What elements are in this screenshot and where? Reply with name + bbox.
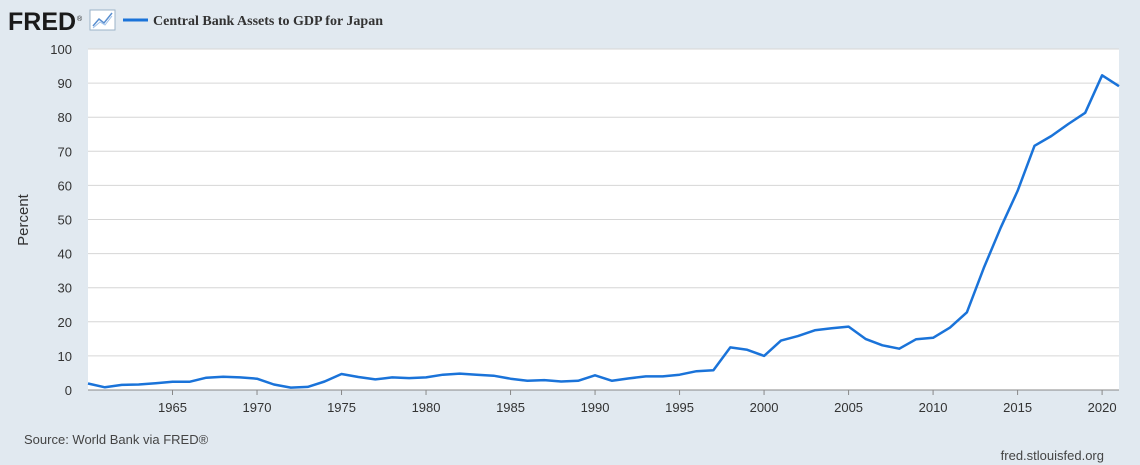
data-point[interactable] [203, 375, 209, 381]
data-point[interactable] [406, 375, 412, 381]
data-point[interactable] [524, 378, 530, 384]
data-point[interactable] [643, 373, 649, 379]
data-point[interactable] [1015, 188, 1021, 194]
data-point[interactable] [474, 372, 480, 378]
y-tick-label: 0 [65, 383, 72, 398]
x-tick-label: 2010 [919, 400, 948, 415]
x-tick-label: 1985 [496, 400, 525, 415]
data-point[interactable] [879, 342, 885, 348]
fred-logo[interactable]: FRED ® [8, 8, 116, 36]
legend-label: Central Bank Assets to GDP for Japan [153, 14, 383, 29]
data-point[interactable] [305, 384, 311, 390]
fred-graph-icon [89, 9, 116, 31]
data-point[interactable] [491, 373, 497, 379]
data-point[interactable] [153, 380, 159, 386]
y-tick-label: 100 [50, 42, 72, 57]
data-point[interactable] [778, 338, 784, 344]
y-tick-label: 40 [58, 247, 72, 262]
data-point[interactable] [119, 382, 125, 388]
data-point[interactable] [1048, 133, 1054, 139]
x-tick-label: 1995 [665, 400, 694, 415]
data-point[interactable] [693, 368, 699, 374]
data-point[interactable] [322, 378, 328, 384]
data-point[interactable] [998, 225, 1004, 231]
data-point[interactable] [592, 372, 598, 378]
x-tick-label: 1990 [581, 400, 610, 415]
y-axis-title: Percent [15, 193, 32, 246]
x-tick-label: 2015 [1003, 400, 1032, 415]
data-point[interactable] [1099, 72, 1105, 78]
data-point[interactable] [846, 324, 852, 330]
x-tick-label: 1975 [327, 400, 356, 415]
data-point[interactable] [626, 375, 632, 381]
fred-logo-text: FRED [8, 8, 76, 36]
data-point[interactable] [660, 373, 666, 379]
site-url[interactable]: fred.stlouisfed.org [1000, 448, 1104, 463]
data-point[interactable] [913, 336, 919, 342]
data-point[interactable] [254, 376, 260, 382]
y-tick-label: 20 [58, 315, 72, 330]
data-point[interactable] [457, 371, 463, 377]
data-point[interactable] [541, 377, 547, 383]
data-point[interactable] [355, 374, 361, 380]
source-note: Source: World Bank via FRED® [24, 432, 209, 447]
x-tick-label: 1965 [158, 400, 187, 415]
y-tick-label: 30 [58, 281, 72, 296]
data-point[interactable] [85, 381, 91, 387]
y-tick-label: 80 [58, 110, 72, 125]
data-point[interactable] [1116, 83, 1122, 89]
data-point[interactable] [271, 382, 277, 388]
data-point[interactable] [710, 367, 716, 373]
x-tick-label: 2020 [1088, 400, 1117, 415]
data-point[interactable] [1082, 110, 1088, 116]
gridlines [88, 48, 1119, 391]
data-point[interactable] [558, 378, 564, 384]
data-point[interactable] [761, 353, 767, 359]
data-point[interactable] [829, 325, 835, 331]
data-point[interactable] [237, 374, 243, 380]
y-tick-label: 70 [58, 144, 72, 159]
series-group [85, 72, 1122, 391]
data-point[interactable] [981, 265, 987, 271]
data-point[interactable] [339, 371, 345, 377]
data-point[interactable] [372, 376, 378, 382]
x-axis-ticks: 1965 1970 1975 1980 1985 1990 1995 2000 2005 2010… [88, 389, 1119, 415]
fred-logo-mark: ® [77, 15, 83, 23]
data-point[interactable] [677, 372, 683, 378]
data-point[interactable] [186, 379, 192, 385]
data-point[interactable] [170, 379, 176, 385]
x-tick-label: 1970 [243, 400, 272, 415]
x-tick-label: 1980 [412, 400, 441, 415]
data-point[interactable] [136, 382, 142, 388]
data-point[interactable] [947, 325, 953, 331]
data-point[interactable] [508, 376, 514, 382]
data-point[interactable] [609, 378, 615, 384]
data-point[interactable] [389, 374, 395, 380]
data-point[interactable] [744, 347, 750, 353]
data-point[interactable] [862, 336, 868, 342]
data-point[interactable] [440, 372, 446, 378]
y-axis-ticks: 0 10 20 30 40 50 60 70 80 90 100 [50, 42, 72, 398]
x-tick-label: 2005 [834, 400, 863, 415]
y-tick-label: 10 [58, 349, 72, 364]
data-point[interactable] [288, 385, 294, 391]
x-tick-label: 2000 [750, 400, 779, 415]
data-point[interactable] [795, 333, 801, 339]
data-point[interactable] [896, 346, 902, 352]
data-point[interactable] [930, 335, 936, 341]
y-tick-label: 50 [58, 213, 72, 228]
data-point[interactable] [1065, 121, 1071, 127]
data-point[interactable] [964, 309, 970, 315]
y-tick-label: 60 [58, 178, 72, 193]
series-line[interactable] [87, 74, 1120, 389]
data-point[interactable] [575, 378, 581, 384]
y-tick-label: 90 [58, 76, 72, 91]
data-point[interactable] [727, 344, 733, 350]
data-point[interactable] [102, 384, 108, 390]
data-point[interactable] [1031, 143, 1037, 149]
data-point[interactable] [220, 374, 226, 380]
data-point[interactable] [812, 327, 818, 333]
data-point[interactable] [423, 374, 429, 380]
